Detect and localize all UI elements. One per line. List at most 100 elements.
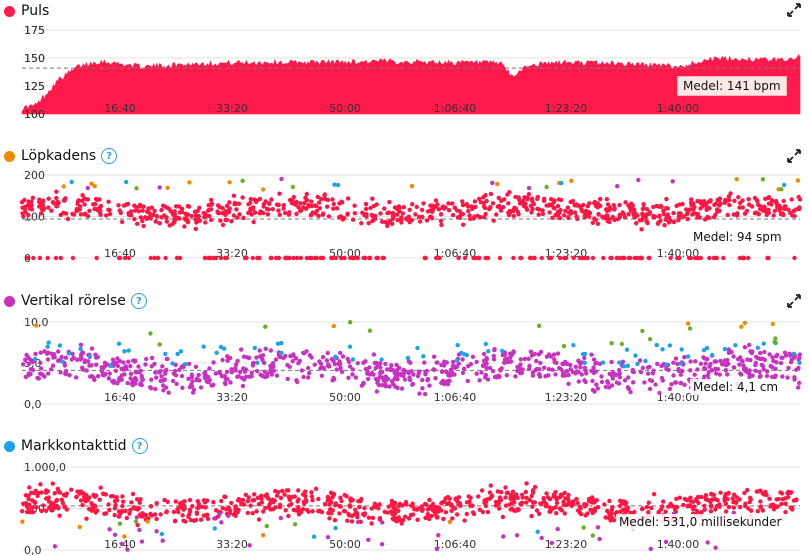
expand-arrows-icon[interactable] xyxy=(787,149,801,163)
data-point xyxy=(265,212,271,217)
data-point xyxy=(577,504,583,509)
data-point xyxy=(108,494,114,499)
data-point xyxy=(87,354,93,360)
data-point xyxy=(754,198,759,203)
data-point xyxy=(282,210,288,216)
data-point xyxy=(638,255,643,261)
cadence-panel: Löpkadens ? 200100016:4033:2050:001:06:4… xyxy=(0,145,809,270)
data-point xyxy=(479,488,485,493)
data-point xyxy=(378,370,384,375)
data-point xyxy=(253,199,259,204)
data-point xyxy=(386,210,392,215)
data-point xyxy=(497,498,503,503)
data-point xyxy=(178,349,184,354)
data-point xyxy=(29,199,34,204)
data-point xyxy=(640,506,645,511)
data-point xyxy=(520,492,525,497)
data-point xyxy=(338,350,343,356)
data-point xyxy=(181,503,187,509)
data-point xyxy=(115,381,120,386)
data-point xyxy=(509,492,514,498)
data-point xyxy=(772,339,777,345)
data-point xyxy=(315,194,320,200)
data-point xyxy=(725,357,730,363)
data-point xyxy=(479,370,484,375)
data-point xyxy=(203,214,208,219)
data-point xyxy=(535,206,540,211)
data-point xyxy=(767,496,772,501)
data-point xyxy=(203,255,208,261)
data-point xyxy=(61,198,67,203)
data-point xyxy=(670,179,675,184)
data-point xyxy=(328,490,334,495)
expand-arrows-icon[interactable] xyxy=(787,3,801,17)
data-point xyxy=(384,367,390,372)
data-point xyxy=(303,489,308,494)
data-point xyxy=(645,371,651,376)
data-point xyxy=(273,357,279,362)
data-point xyxy=(500,514,506,520)
pulse-average-label: Medel: 141 bpm xyxy=(677,76,787,96)
data-point xyxy=(348,320,353,325)
data-point xyxy=(703,497,709,502)
data-point xyxy=(530,373,536,378)
data-point xyxy=(74,494,79,500)
data-point xyxy=(140,377,145,383)
data-point xyxy=(630,369,636,374)
data-point xyxy=(158,512,163,517)
data-point xyxy=(780,497,785,502)
data-point xyxy=(644,207,650,212)
data-point xyxy=(216,370,222,375)
data-point xyxy=(640,216,646,221)
data-point xyxy=(416,214,422,220)
data-point xyxy=(555,351,561,356)
data-point xyxy=(662,223,667,228)
data-point xyxy=(396,503,401,509)
data-point xyxy=(470,510,476,515)
data-point xyxy=(581,525,586,530)
data-point xyxy=(585,255,590,261)
data-point xyxy=(256,517,262,522)
data-point xyxy=(582,360,587,365)
data-point xyxy=(671,360,676,365)
data-point xyxy=(647,386,653,392)
data-point xyxy=(591,357,597,362)
data-point xyxy=(137,527,142,533)
y-tick-label: 100 xyxy=(24,108,45,118)
data-point xyxy=(713,545,718,550)
question-circle-icon[interactable]: ? xyxy=(101,148,118,164)
data-point xyxy=(485,509,491,515)
data-point xyxy=(775,504,780,509)
data-point xyxy=(519,502,524,507)
question-circle-icon[interactable]: ? xyxy=(130,293,147,309)
data-point xyxy=(530,504,535,509)
data-point xyxy=(227,180,232,185)
data-point xyxy=(771,213,776,218)
data-point xyxy=(447,500,452,506)
data-point xyxy=(628,208,634,213)
data-point xyxy=(247,355,252,361)
data-point xyxy=(638,370,644,375)
data-point xyxy=(218,255,224,261)
data-point xyxy=(524,481,529,486)
data-point xyxy=(496,506,502,511)
data-point xyxy=(719,361,725,367)
data-point xyxy=(748,495,753,500)
data-point xyxy=(240,195,245,200)
data-point xyxy=(620,359,626,364)
data-point xyxy=(434,546,440,552)
data-point xyxy=(559,367,564,372)
data-point xyxy=(591,365,596,370)
data-point xyxy=(182,499,187,504)
data-point xyxy=(693,359,698,364)
data-point xyxy=(122,349,127,354)
data-point xyxy=(396,515,401,520)
data-point xyxy=(269,372,274,377)
data-point xyxy=(179,373,185,379)
data-point xyxy=(355,361,360,366)
question-circle-icon[interactable]: ? xyxy=(131,438,148,454)
data-point xyxy=(389,509,394,514)
data-point xyxy=(635,361,640,367)
data-point xyxy=(726,504,732,510)
expand-arrows-icon[interactable] xyxy=(787,294,801,308)
